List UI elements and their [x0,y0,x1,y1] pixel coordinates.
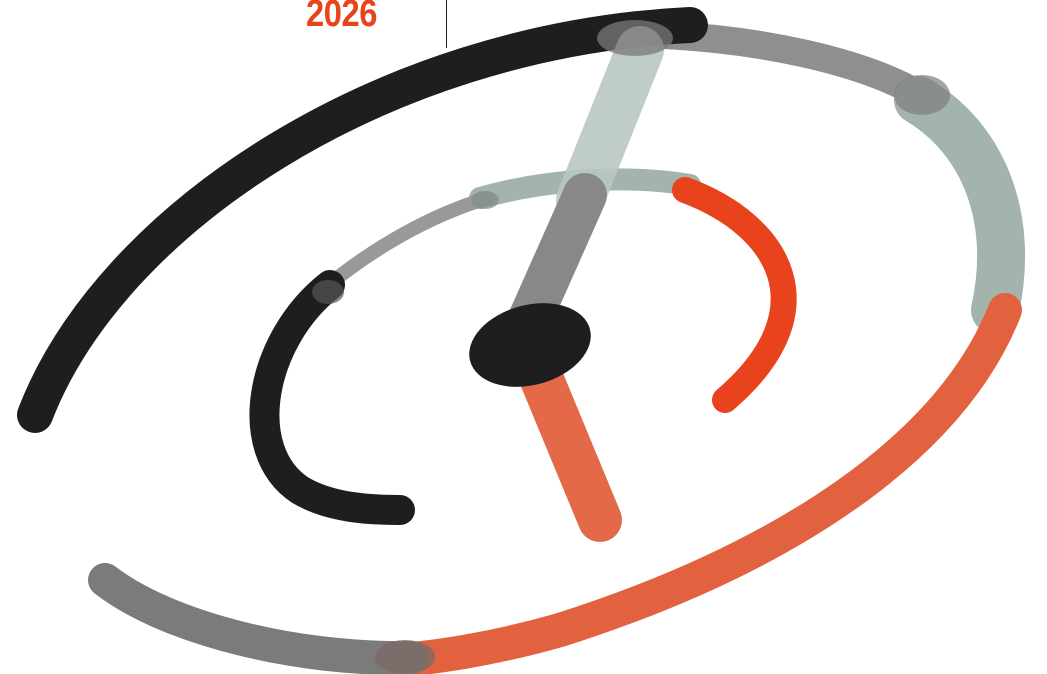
outer-arc-salmon [383,293,1022,674]
overlap-right [894,75,950,115]
inner-arc-black [249,270,415,525]
overlap-inner-top [471,191,499,209]
overlap-top [597,20,673,56]
overlap-bottom [375,640,435,674]
hub-disc [469,303,591,387]
outer-arc-black [17,7,708,433]
inner-arc-gray [318,191,495,295]
inner-arc-orange [672,177,797,413]
outer-arc-sage [894,76,1026,334]
outer-arc-gray [651,21,934,109]
header-divider [446,0,447,48]
year-label: 2026 [306,0,377,35]
outer-arc-gray-bottom [88,563,427,674]
needle-salmon [518,353,622,542]
overlap-inner-left [312,280,344,304]
